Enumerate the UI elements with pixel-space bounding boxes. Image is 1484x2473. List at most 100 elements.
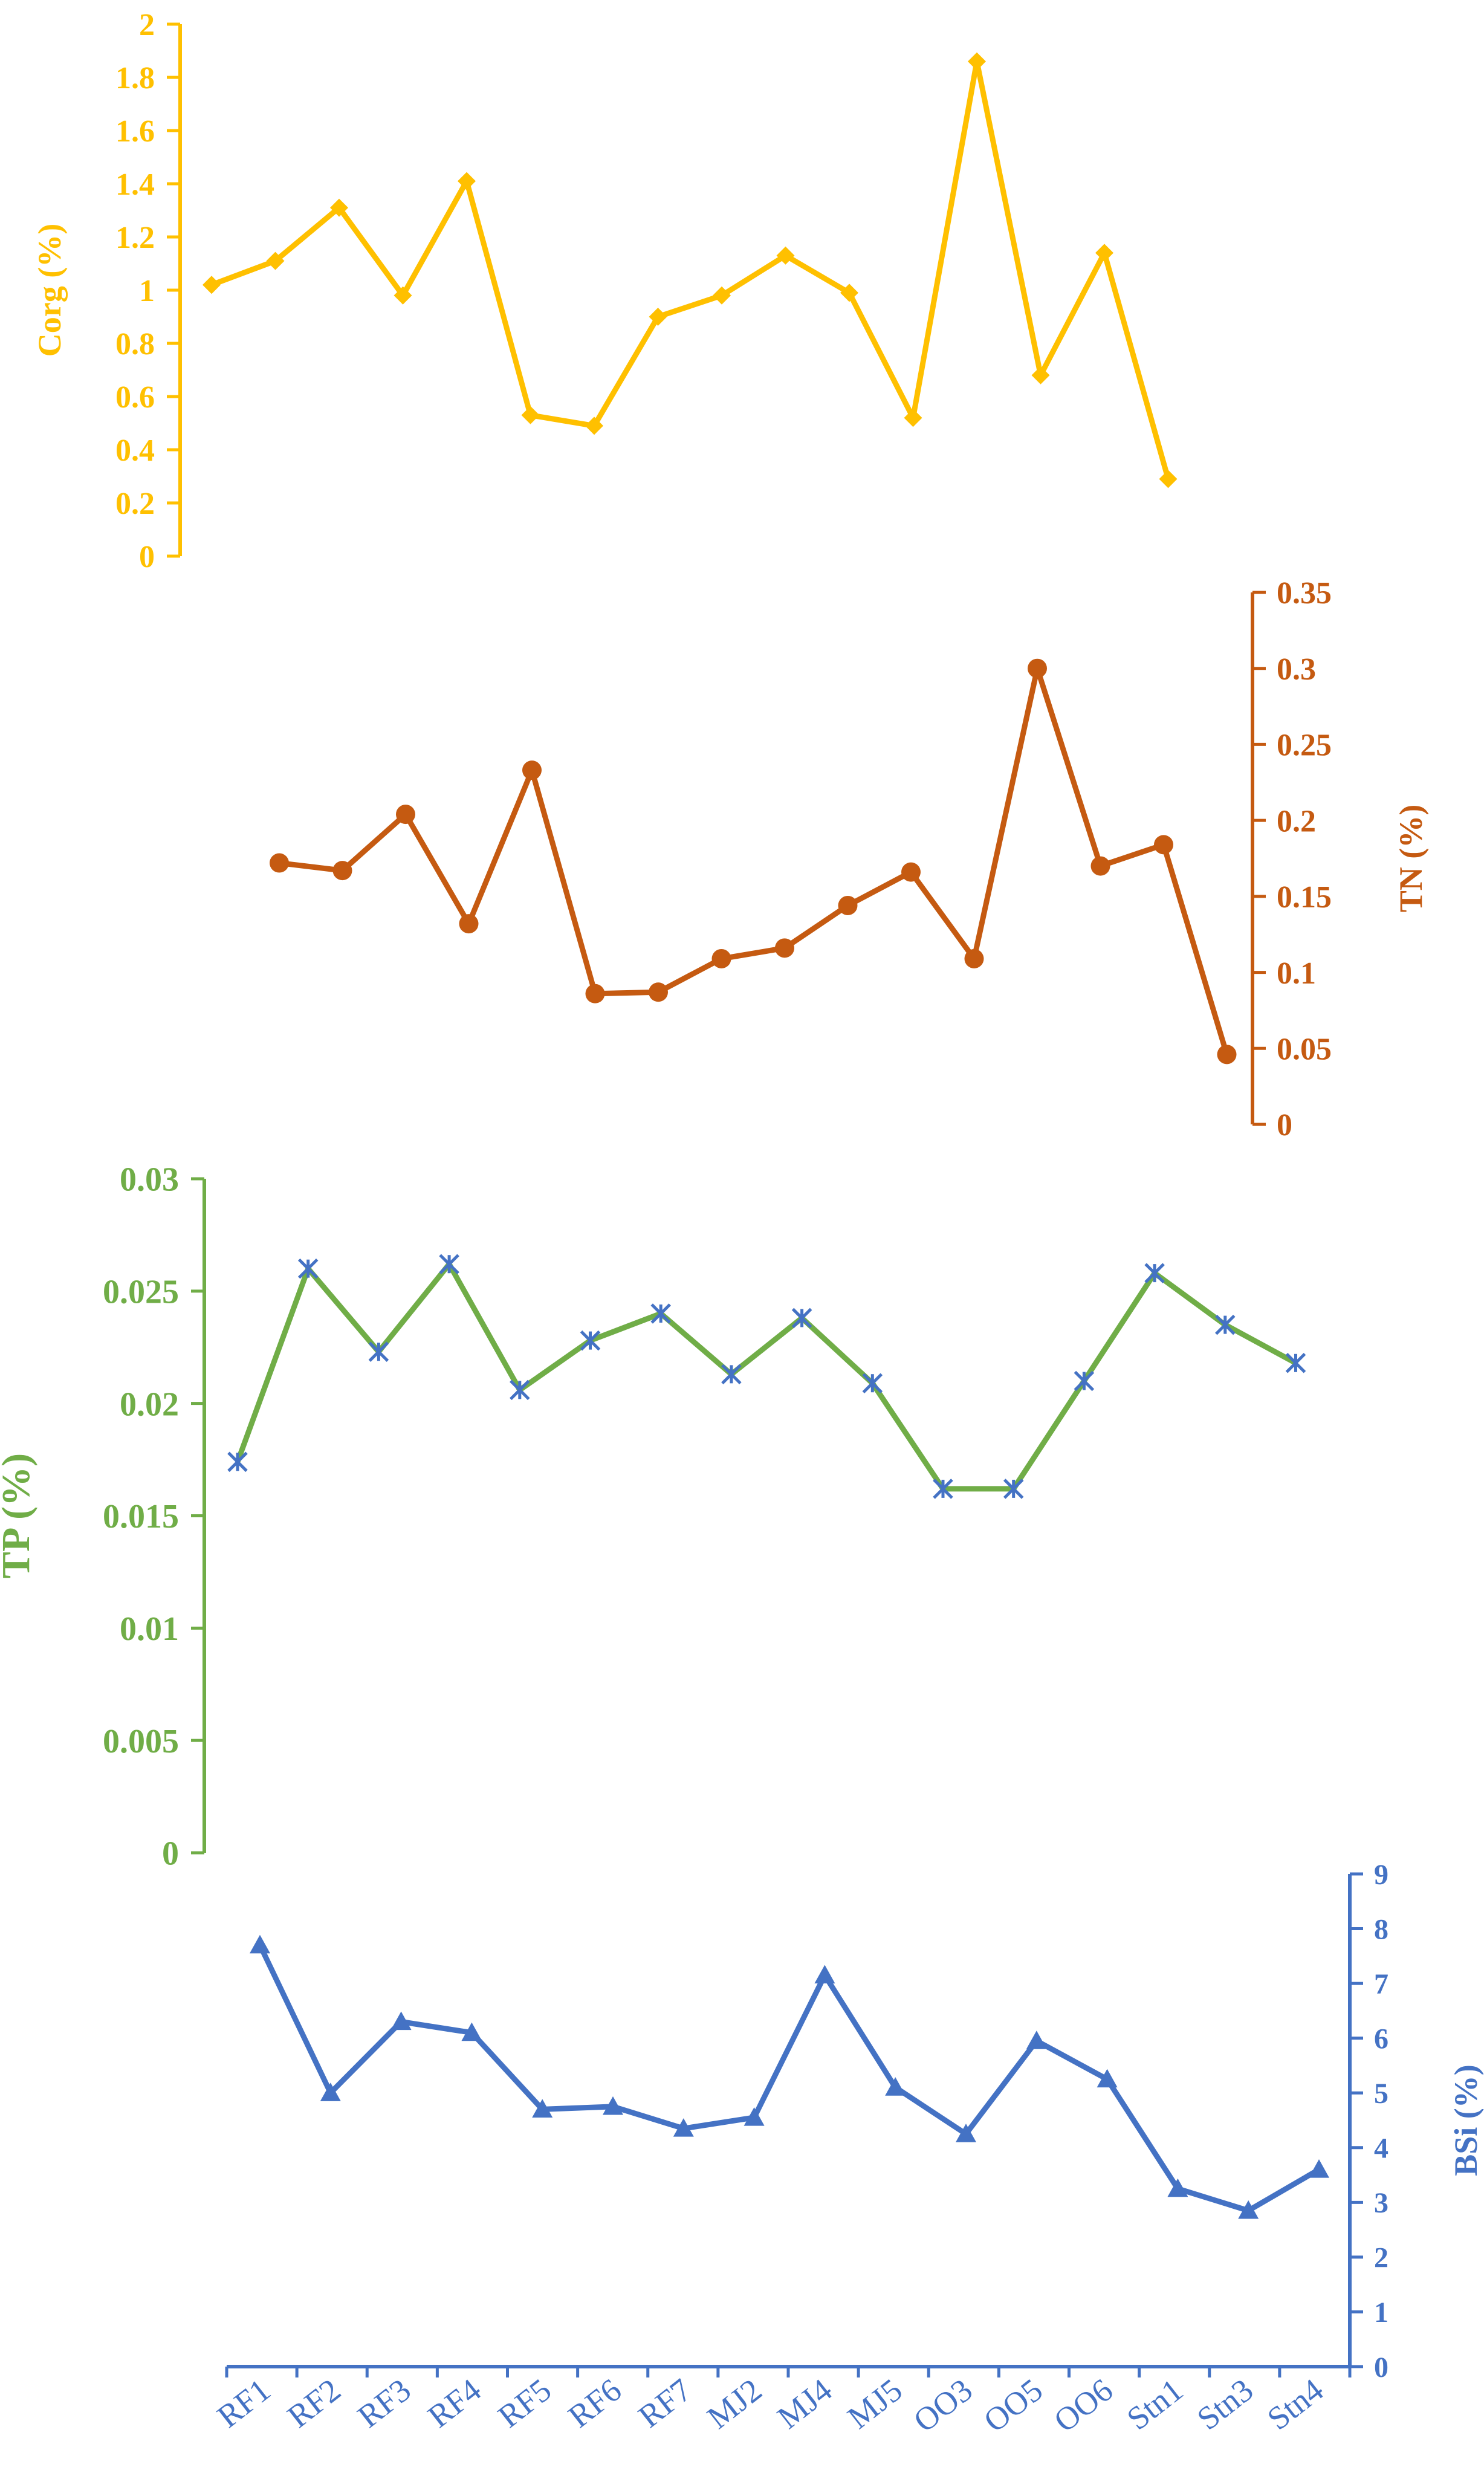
data-point-4 (458, 172, 476, 190)
data-point-12 (1074, 1370, 1095, 1392)
data-point-8 (814, 1965, 835, 1984)
data-point-15 (1309, 2159, 1329, 2178)
data-point-6 (650, 1303, 671, 1324)
data-point-11 (1026, 2031, 1047, 2049)
data-point-7 (744, 2107, 765, 2126)
data-point-11 (904, 409, 922, 427)
bsi-panel-axis-title: BSi (%) (1448, 2064, 1484, 2176)
data-point-13 (1090, 856, 1110, 876)
data-point-2 (396, 805, 415, 825)
bsi-panel-tick-label: 8 (1374, 1913, 1388, 1945)
data-point-7 (711, 948, 731, 968)
data-point-5 (585, 984, 605, 1003)
data-point-3 (459, 914, 479, 934)
data-point-2 (368, 1341, 389, 1362)
tn-panel-tick-label: 0.1 (1277, 956, 1316, 991)
tn-panel-tick-label: 0.35 (1277, 576, 1332, 611)
data-point-11 (964, 948, 984, 968)
data-point-10 (956, 2124, 976, 2142)
data-point-8 (713, 286, 731, 305)
data-point-1 (266, 251, 285, 270)
data-point-13 (1144, 1263, 1165, 1283)
bsi-panel-tick-label: 7 (1374, 1968, 1388, 2000)
tn-panel-axis-title: TN (%) (1393, 805, 1429, 912)
tn-panel-tick-label: 0.3 (1277, 652, 1316, 687)
tn-panel-tick-label: 0.05 (1277, 1032, 1332, 1066)
corg-panel-tick-label: 1.4 (115, 167, 155, 202)
data-point-5 (521, 406, 540, 424)
tn-panel-tick-label: 0.2 (1277, 804, 1316, 838)
x-tick-label: OO5 (977, 2371, 1049, 2439)
data-point-3 (461, 2022, 482, 2041)
data-point-5 (580, 1330, 601, 1351)
data-point-6 (649, 982, 668, 1002)
x-tick-label: RF2 (280, 2371, 347, 2435)
tp-panel-axis-title: TP (%) (0, 1453, 38, 1578)
corg-panel-tick-label: 1 (139, 274, 155, 308)
tp-panel-tick-label: 0.03 (120, 1161, 179, 1199)
data-point-14 (1238, 2200, 1259, 2219)
data-point-10 (933, 1479, 953, 1499)
tp-panel-tick-label: 0.025 (103, 1273, 179, 1311)
data-point-0 (250, 1934, 270, 1954)
corg-panel-tick-label: 0.8 (115, 327, 155, 361)
corg-panel-tick-label: 0.6 (115, 380, 155, 415)
bsi-panel-tick-label: 5 (1374, 2078, 1388, 2110)
data-point-9 (862, 1373, 883, 1393)
data-point-7 (649, 308, 667, 326)
x-tick-label: RF1 (210, 2371, 277, 2435)
corg-panel-tick-label: 1.2 (115, 221, 155, 255)
data-point-14 (1215, 1314, 1236, 1335)
tn-panel-series-line (279, 666, 1230, 1055)
bsi-panel-tick-label: 2 (1374, 2242, 1388, 2274)
x-tick-label: RF5 (491, 2371, 558, 2435)
data-point-7 (721, 1364, 742, 1385)
data-point-13 (1031, 366, 1050, 384)
x-tick-label: MJ4 (771, 2371, 839, 2436)
x-tick-label: RF6 (562, 2371, 628, 2435)
bsi-panel-tick-label: 6 (1374, 2023, 1388, 2055)
data-point-4 (510, 1379, 530, 1401)
data-point-9 (885, 2077, 906, 2096)
data-point-9 (776, 246, 795, 265)
data-point-12 (1028, 658, 1047, 678)
tp-panel-series-line (235, 1261, 1297, 1492)
corg-panel-tick-label: 0.4 (115, 433, 155, 468)
data-point-12 (1097, 2069, 1118, 2088)
data-point-3 (439, 1254, 459, 1275)
corg-panel-series-line (210, 59, 1171, 480)
tp-panel-tick-label: 0.005 (103, 1723, 179, 1760)
bsi-panel-tick-label: 1 (1374, 2296, 1388, 2329)
tn-panel-tick-label: 0.25 (1277, 728, 1332, 763)
data-point-6 (585, 416, 603, 435)
data-point-2 (330, 198, 348, 217)
x-tick-label: MJ5 (841, 2371, 909, 2436)
tp-panel-tick-label: 0.015 (103, 1498, 179, 1535)
data-point-6 (673, 2118, 694, 2137)
data-point-0 (270, 853, 289, 873)
data-point-14 (1095, 244, 1113, 262)
x-tick-label: MJ2 (701, 2371, 769, 2436)
data-point-1 (332, 861, 352, 881)
x-tick-label: Stn3 (1190, 2371, 1260, 2437)
data-point-10 (840, 284, 858, 302)
x-tick-label: OO6 (1047, 2371, 1119, 2439)
data-point-15 (1217, 1045, 1237, 1065)
data-point-8 (775, 938, 794, 958)
data-point-12 (968, 52, 986, 71)
corg-panel-tick-label: 2 (139, 8, 155, 42)
tp-panel-tick-label: 0.01 (120, 1610, 179, 1648)
data-point-0 (203, 276, 221, 294)
tn-panel-tick-label: 0 (1277, 1108, 1292, 1143)
data-point-3 (394, 286, 412, 305)
data-point-4 (522, 760, 542, 780)
data-point-11 (1003, 1479, 1024, 1499)
data-point-10 (901, 862, 921, 882)
data-point-2 (390, 2011, 412, 2031)
bsi-panel-tick-label: 3 (1374, 2187, 1388, 2219)
x-tick-label: OO3 (907, 2371, 979, 2439)
data-point-4 (532, 2099, 553, 2118)
data-point-14 (1154, 835, 1173, 855)
x-tick-label: Stn4 (1260, 2371, 1330, 2437)
